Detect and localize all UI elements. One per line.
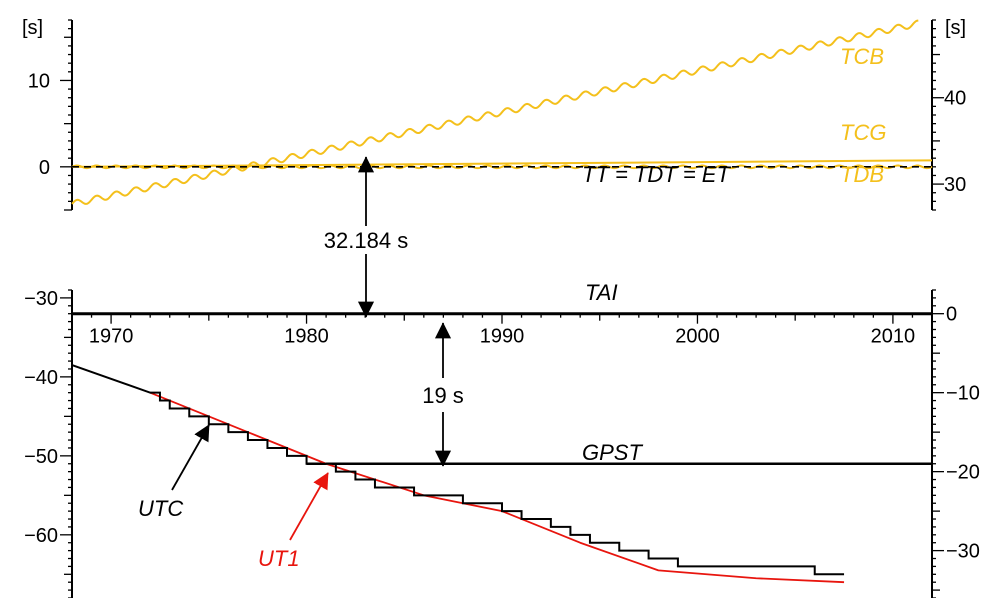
tt-offset-label: 32.184 s	[324, 228, 408, 253]
top-right-tick-label: 40	[944, 88, 966, 110]
ut1-arrow	[289, 472, 329, 541]
bottom-left-tick-label: −50	[24, 446, 58, 468]
top-left-unit-label: [s]	[22, 17, 43, 39]
utc-line	[71, 364, 845, 576]
tai-label: TAI	[585, 280, 618, 305]
tt-offset-box	[303, 226, 415, 254]
tcb-label: TCB	[840, 44, 884, 69]
top-right-tick-label: 30	[944, 174, 966, 196]
gps-offset-box	[408, 380, 478, 410]
ut1-line	[149, 391, 845, 584]
bottom-right-tick-label: −20	[946, 462, 980, 484]
top-left-tick-label: 0	[39, 157, 50, 179]
bottom-left-tick-label: −40	[24, 367, 58, 389]
bottom-left-tick-label: −60	[24, 525, 58, 547]
bottom-right-tick-label: −10	[946, 383, 980, 405]
series-layer	[71, 19, 933, 584]
top-right-unit-label: [s]	[945, 17, 966, 39]
tcg-line	[71, 159, 933, 168]
x-tick-label: 1990	[480, 326, 525, 348]
gpst-label: GPST	[582, 440, 643, 465]
x-tick-label: 2010	[871, 326, 916, 348]
ut1-label: UT1	[258, 546, 300, 571]
bottom-right-tick-label: −30	[946, 541, 980, 563]
axes: 0 10 30 40 −30 −40 −50 −60 0 −10 −20 −30 1970 1980 199…	[24, 19, 980, 598]
tcb-line	[71, 19, 919, 205]
x-tick-label: 1970	[89, 326, 134, 348]
bottom-left-tick-label: −30	[24, 288, 58, 310]
tt-label: TT = TDT = ET	[582, 162, 731, 187]
tdb-label: TDB	[840, 162, 884, 187]
x-tick-label: 1980	[284, 326, 329, 348]
gps-offset-label: 19 s	[422, 383, 464, 408]
x-tick-label: 2000	[675, 326, 720, 348]
bottom-right-tick-label: 0	[946, 304, 957, 326]
utc-label: UTC	[138, 496, 183, 521]
top-left-tick-label: 10	[28, 70, 50, 92]
tcg-label: TCG	[840, 120, 886, 145]
utc-arrow	[171, 424, 210, 491]
